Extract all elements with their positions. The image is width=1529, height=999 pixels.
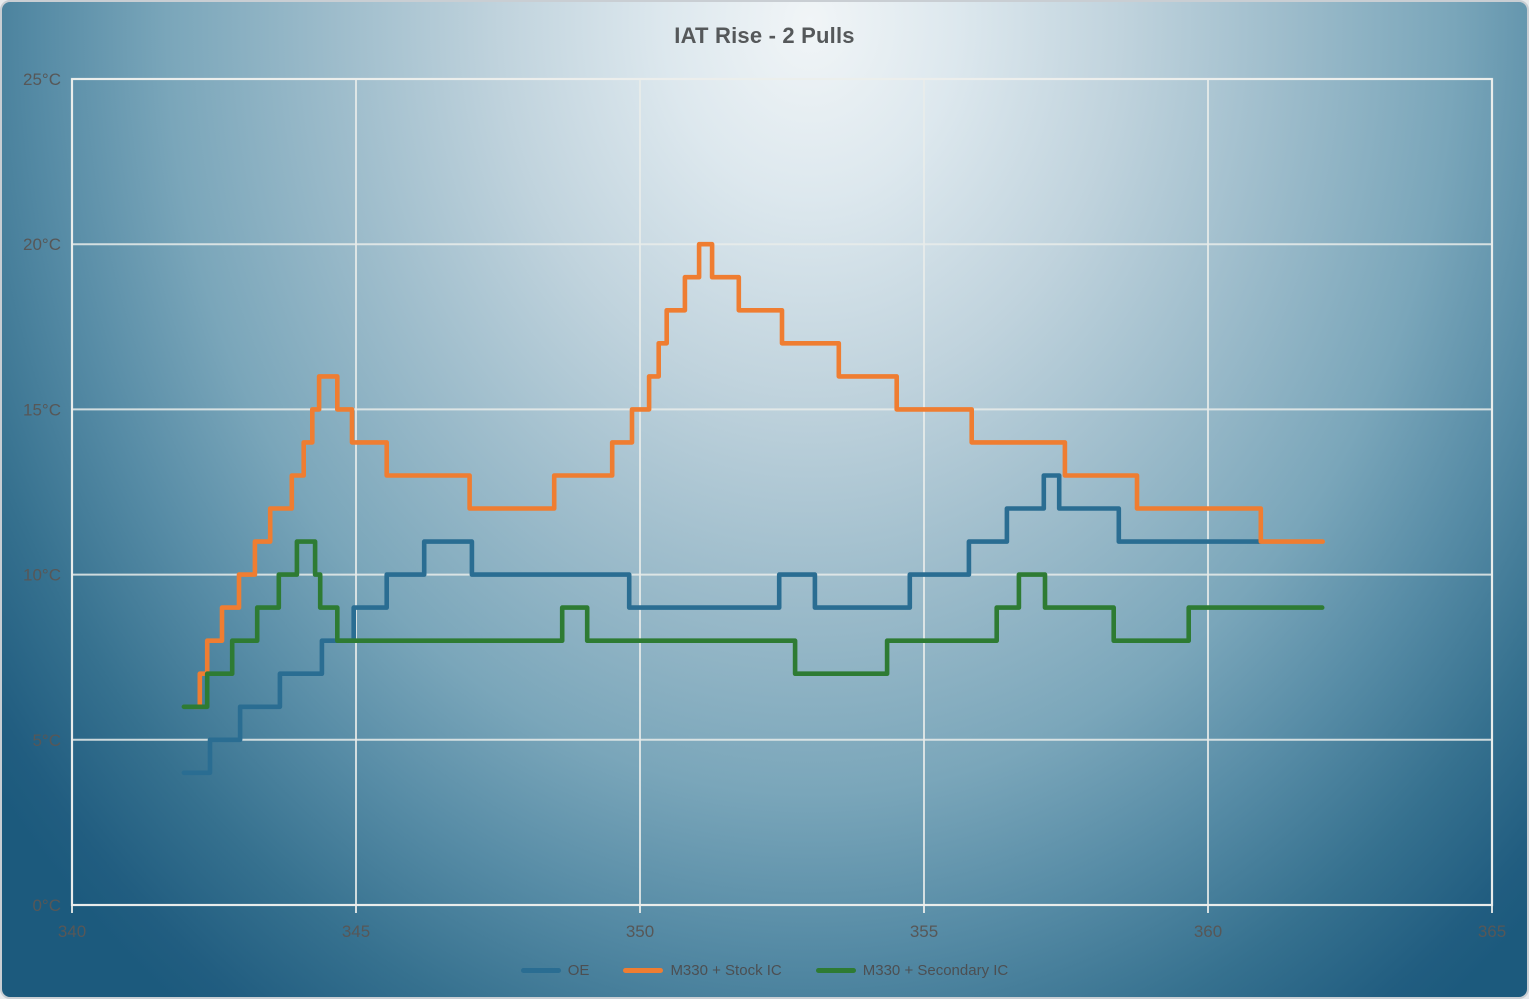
y-axis-tick-label: 20°C bbox=[23, 235, 61, 254]
series-line-oe bbox=[181, 473, 1263, 776]
x-axis-tick-label: 350 bbox=[626, 922, 654, 941]
legend-label-m330-stock-ic: M330 + Stock IC bbox=[670, 962, 782, 979]
x-axis-tick-label: 355 bbox=[910, 922, 938, 941]
x-axis-tick-label: 340 bbox=[58, 922, 86, 941]
x-axis-tick-label: 365 bbox=[1478, 922, 1506, 941]
y-axis-tick-label: 5°C bbox=[32, 731, 61, 750]
chart-title: IAT Rise - 2 Pulls bbox=[674, 23, 855, 48]
legend-label-m330-secondary-ic: M330 + Secondary IC bbox=[862, 962, 1009, 979]
x-axis-tick-label: 360 bbox=[1194, 922, 1222, 941]
legend-item-m330-stock-ic: M330 + Stock IC bbox=[623, 962, 782, 979]
y-axis-tick-label: 15°C bbox=[23, 400, 61, 419]
legend-item-m330-secondary-ic: M330 + Secondary IC bbox=[815, 962, 1009, 979]
series-line-m330-secondary-ic bbox=[181, 539, 1325, 710]
legend-swatch-m330-stock-ic bbox=[623, 968, 664, 973]
y-axis-tick-label: 0°C bbox=[32, 896, 61, 915]
legend-label-oe: OE bbox=[567, 962, 590, 979]
y-axis-tick-label: 10°C bbox=[23, 566, 61, 585]
legend-swatch-m330-secondary-ic bbox=[815, 968, 856, 973]
legend: OE M330 + Stock IC M330 + Secondary IC bbox=[2, 962, 1527, 979]
legend-item-oe: OE bbox=[520, 962, 590, 979]
series-line-m330-stock-ic bbox=[191, 241, 1325, 710]
legend-swatch-oe bbox=[520, 968, 561, 973]
y-axis-tick-label: 25°C bbox=[23, 70, 61, 89]
plot-border bbox=[70, 77, 1494, 907]
x-axis-tick-label: 345 bbox=[342, 922, 370, 941]
